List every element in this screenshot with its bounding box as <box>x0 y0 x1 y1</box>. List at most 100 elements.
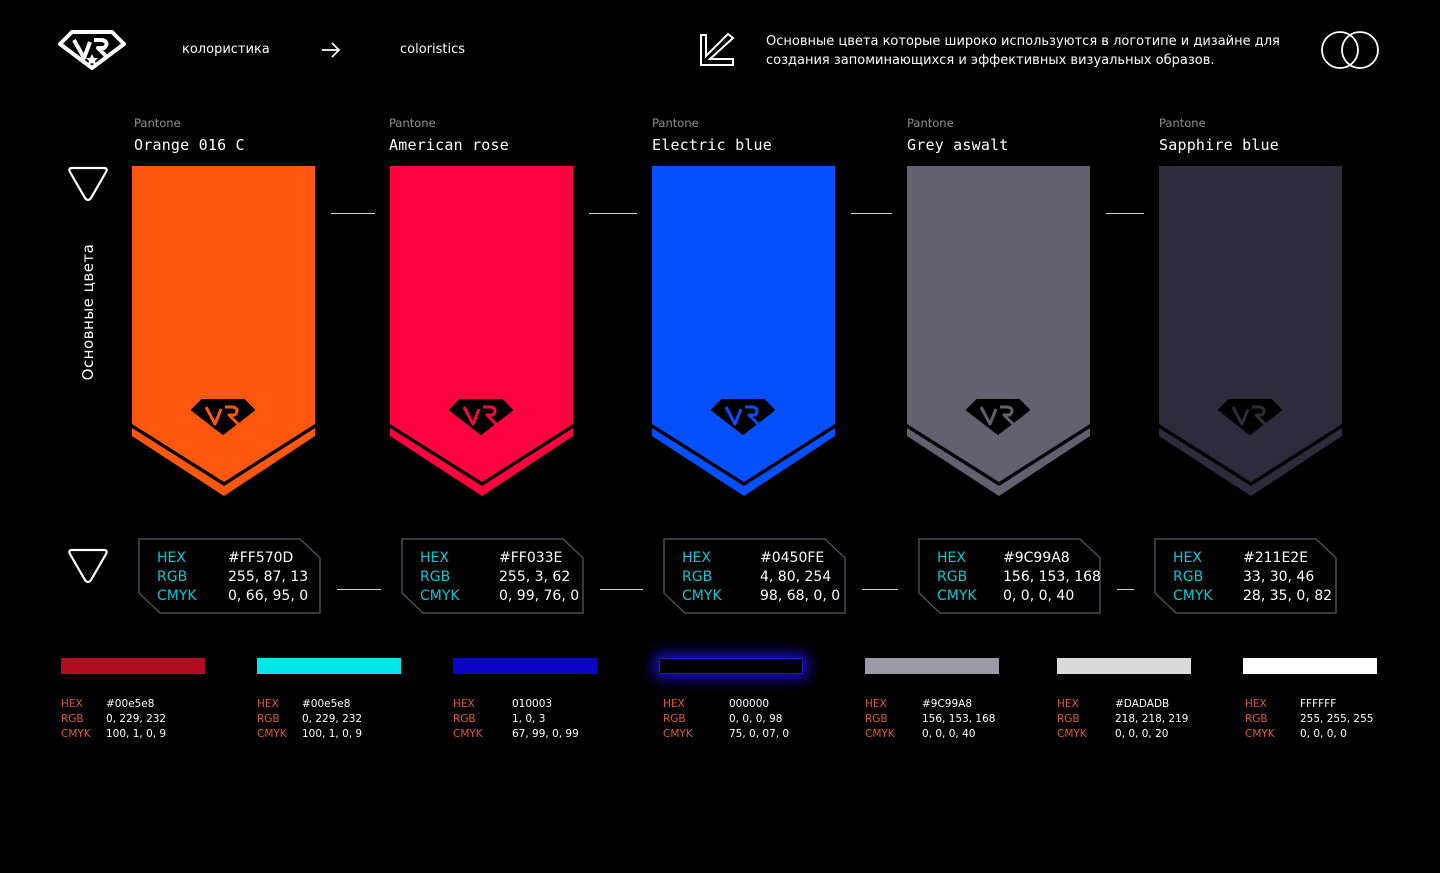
pantone-caption: Pantone <box>389 116 436 130</box>
color-banner-electric-blue <box>652 166 835 496</box>
swatch-label-rgb: RGB <box>663 713 686 725</box>
section-description: Основные цвета которые широко используют… <box>766 32 1286 70</box>
swatch-labels: HEX RGB CMYK <box>1245 697 1275 742</box>
swatch-value-cmyk: 100, 1, 0, 9 <box>106 728 167 740</box>
swatch-label-cmyk: CMYK <box>663 728 693 740</box>
color-swatch-bar <box>865 658 999 674</box>
info-label-hex: HEX <box>682 550 711 566</box>
info-box-frame <box>1154 538 1337 614</box>
info-label-hex: HEX <box>1173 550 1202 566</box>
swatch-values: #9C99A8 156, 153, 168 0, 0, 0, 40 <box>922 697 995 742</box>
info-box-frame <box>663 538 846 614</box>
swatch-value-cmyk: 67, 99, 0, 99 <box>512 728 579 740</box>
info-label-cmyk: CMYK <box>682 588 722 604</box>
info-value-rgb: 255, 87, 13 <box>228 569 309 585</box>
swatch-value-rgb: 156, 153, 168 <box>922 713 996 725</box>
pantone-caption: Pantone <box>652 116 699 130</box>
color-banner-american-rose <box>390 166 573 496</box>
info-label-rgb: RGB <box>420 569 451 585</box>
description-line-2: создания запоминающихся и эффективных ви… <box>766 53 1215 68</box>
color-banner-orange-016-c <box>132 166 315 496</box>
nav-link-coloristics-en[interactable]: coloristics <box>400 42 466 57</box>
brand-logo-icon <box>711 399 775 435</box>
connector-line <box>331 213 375 214</box>
info-value-rgb: 255, 3, 62 <box>499 569 571 585</box>
nav-link-coloristics-ru[interactable]: колористика <box>182 42 270 57</box>
pantone-name: Orange 016 C <box>134 136 245 154</box>
swatch-label-rgb: RGB <box>1245 713 1268 725</box>
info-value-cmyk: 98, 68, 0, 0 <box>760 588 841 604</box>
swatch-value-rgb: 0, 229, 232 <box>302 713 363 725</box>
brand-logo-icon <box>449 399 513 435</box>
swatch-label-rgb: RGB <box>257 713 280 725</box>
swatch-label-hex: HEX <box>1245 698 1267 710</box>
swatch-value-rgb: 0, 229, 232 <box>106 713 167 725</box>
brand-logo-icon <box>191 399 255 435</box>
swatch-values: #00e5e8 0, 229, 232 100, 1, 0, 9 <box>302 697 362 742</box>
swatch-value-cmyk: 0, 0, 0, 0 <box>1300 728 1347 740</box>
info-value-cmyk: 28, 35, 0, 82 <box>1243 588 1333 604</box>
connector-line <box>589 213 637 214</box>
swatch-label-cmyk: CMYK <box>1057 728 1087 740</box>
swatch-label-rgb: RGB <box>865 713 888 725</box>
swatch-values: 010003 1, 0, 3 67, 99, 0, 99 <box>512 697 579 742</box>
swatch-labels: HEX RGB CMYK <box>663 697 693 742</box>
color-banner-sapphire-blue <box>1159 166 1342 496</box>
triangle-down-icon <box>68 166 108 202</box>
color-swatch-bar <box>61 658 205 674</box>
brand-logo-icon <box>1218 399 1282 435</box>
pantone-name: Grey aswalt <box>907 136 1009 154</box>
info-box-frame <box>918 538 1101 614</box>
swatch-labels: HEX RGB CMYK <box>865 697 895 742</box>
info-label-rgb: RGB <box>937 569 968 585</box>
info-label-hex: HEX <box>420 550 449 566</box>
swatch-label-hex: HEX <box>663 698 685 710</box>
connector-line <box>851 213 892 214</box>
swatch-labels: HEX RGB CMYK <box>453 697 483 742</box>
arrow-down-left-icon <box>700 32 735 66</box>
brand-logo-icon <box>966 399 1030 435</box>
swatch-label-cmyk: CMYK <box>257 728 287 740</box>
swatch-value-cmyk: 100, 1, 0, 9 <box>302 728 363 740</box>
swatch-label-cmyk: CMYK <box>453 728 483 740</box>
info-value-cmyk: 0, 66, 95, 0 <box>228 588 309 604</box>
info-value-rgb: 33, 30, 46 <box>1243 569 1315 585</box>
info-label-hex: HEX <box>157 550 186 566</box>
swatch-labels: HEX RGB CMYK <box>257 697 287 742</box>
info-value-hex: #211E2E <box>1243 550 1309 566</box>
info-value-cmyk: 0, 99, 76, 0 <box>499 588 580 604</box>
swatch-labels: HEX RGB CMYK <box>1057 697 1087 742</box>
color-swatch-bar <box>1243 658 1377 674</box>
swatch-value-hex: 000000 <box>729 698 770 710</box>
swatch-value-hex: FFFFFF <box>1300 698 1337 710</box>
color-info-orange-016-c: HEX #FF570D RGB 255, 87, 13 CMYK 0, 66, 95, 0 <box>138 538 322 614</box>
info-label-cmyk: CMYK <box>157 588 197 604</box>
swatch-label-rgb: RGB <box>453 713 476 725</box>
color-info-electric-blue: HEX #0450FE RGB 4, 80, 254 CMYK 98, 68, 0, 0 <box>663 538 847 614</box>
swatch-values: 000000 0, 0, 0, 98 75, 0, 07, 0 <box>729 697 789 742</box>
swatch-values: #00e5e8 0, 229, 232 100, 1, 0, 9 <box>106 697 166 742</box>
overlapping-circles-icon <box>1321 31 1379 69</box>
color-swatch-bar <box>659 658 803 674</box>
info-label-rgb: RGB <box>1173 569 1204 585</box>
connector-line <box>337 589 381 590</box>
swatch-value-rgb: 255, 255, 255 <box>1300 713 1374 725</box>
swatch-label-hex: HEX <box>453 698 475 710</box>
swatch-value-cmyk: 0, 0, 0, 20 <box>1115 728 1169 740</box>
swatch-label-hex: HEX <box>1057 698 1079 710</box>
swatch-value-rgb: 218, 218, 219 <box>1115 713 1189 725</box>
info-label-cmyk: CMYK <box>937 588 977 604</box>
pantone-caption: Pantone <box>134 116 181 130</box>
info-value-cmyk: 0, 0, 0, 40 <box>1003 588 1075 604</box>
pantone-caption: Pantone <box>1159 116 1206 130</box>
swatch-label-cmyk: CMYK <box>865 728 895 740</box>
pantone-name: Electric blue <box>652 136 772 154</box>
info-label-rgb: RGB <box>157 569 188 585</box>
info-value-hex: #FF570D <box>228 550 294 566</box>
swatch-value-hex: 010003 <box>512 698 553 710</box>
color-swatch-bar <box>453 658 597 674</box>
connector-line <box>600 589 643 590</box>
swatch-values: FFFFFF 255, 255, 255 0, 0, 0, 0 <box>1300 697 1373 742</box>
swatch-label-cmyk: CMYK <box>61 728 91 740</box>
pantone-caption: Pantone <box>907 116 954 130</box>
